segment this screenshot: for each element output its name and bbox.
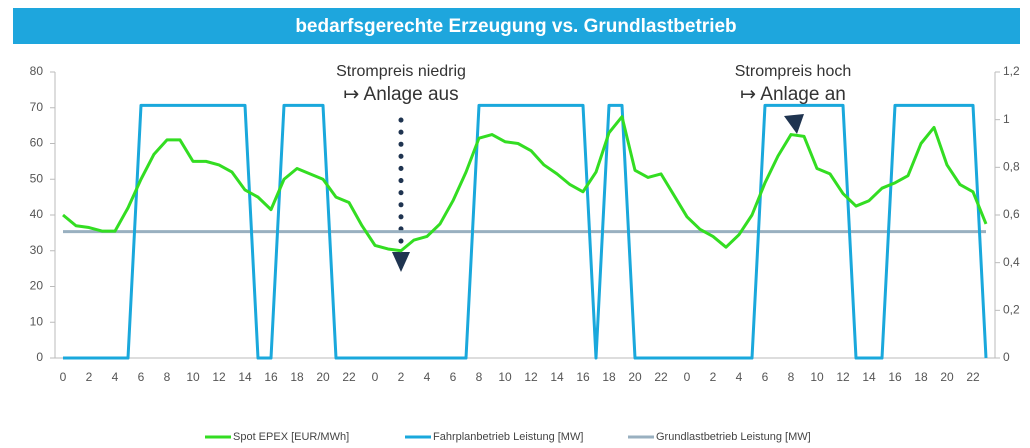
x-tick-label: 10 (186, 370, 200, 384)
legend-label: Spot EPEX [EUR/MWh] (233, 431, 349, 443)
x-tick-label: 20 (316, 370, 330, 384)
x-tick-label: 22 (342, 370, 356, 384)
arrow-head (784, 114, 804, 134)
x-tick-label: 18 (602, 370, 616, 384)
x-tick-label: 10 (498, 370, 512, 384)
y2-tick-label: 0,2 (1003, 303, 1020, 317)
y-tick-label: 50 (30, 171, 44, 185)
x-tick-label: 2 (398, 370, 405, 384)
x-tick-label: 16 (888, 370, 902, 384)
x-tick-label: 16 (264, 370, 278, 384)
y2-tick-label: 1,2 (1003, 64, 1020, 78)
y-tick-label: 0 (36, 350, 43, 364)
y-tick-label: 70 (30, 100, 44, 114)
x-tick-label: 2 (86, 370, 93, 384)
x-tick-label: 22 (654, 370, 668, 384)
x-tick-label: 4 (112, 370, 119, 384)
y-tick-label: 20 (30, 279, 44, 293)
x-tick-label: 8 (164, 370, 171, 384)
x-tick-label: 22 (966, 370, 980, 384)
y-tick-label: 30 (30, 243, 44, 257)
x-tick-label: 18 (290, 370, 304, 384)
x-tick-label: 8 (788, 370, 795, 384)
x-tick-label: 8 (476, 370, 483, 384)
arrow-head (392, 252, 410, 272)
title-bar (13, 8, 1020, 44)
x-tick-label: 6 (138, 370, 145, 384)
x-tick-label: 0 (684, 370, 691, 384)
x-tick-label: 12 (524, 370, 538, 384)
chart-title: bedarfsgerechte Erzeugung vs. Grundlastb… (295, 16, 736, 37)
annotation: Strompreis niedrig (336, 63, 466, 80)
y-tick-label: 80 (30, 64, 44, 78)
x-tick-label: 0 (372, 370, 379, 384)
x-tick-label: 6 (450, 370, 457, 384)
x-tick-label: 20 (628, 370, 642, 384)
annotation: Strompreis hoch (735, 63, 852, 80)
y2-tick-label: 0,6 (1003, 207, 1020, 221)
x-tick-label: 10 (810, 370, 824, 384)
annotation: ↦ Anlage aus (343, 84, 458, 105)
x-tick-label: 4 (736, 370, 743, 384)
legend-label: Fahrplanbetrieb Leistung [MW] (433, 431, 583, 443)
series-line (62, 115, 988, 253)
x-tick-label: 20 (940, 370, 954, 384)
x-tick-label: 6 (762, 370, 769, 384)
x-tick-label: 18 (914, 370, 928, 384)
x-tick-label: 12 (836, 370, 850, 384)
x-tick-label: 0 (60, 370, 67, 384)
legend-label: Grundlastbetrieb Leistung [MW] (656, 431, 811, 443)
y-tick-label: 60 (30, 136, 44, 150)
x-tick-label: 14 (862, 370, 876, 384)
y2-tick-label: 1 (1003, 112, 1010, 126)
x-tick-label: 16 (576, 370, 590, 384)
x-tick-label: 4 (424, 370, 431, 384)
y2-tick-label: 0,8 (1003, 160, 1020, 174)
y2-tick-label: 0 (1003, 350, 1010, 364)
x-tick-label: 14 (550, 370, 564, 384)
annotation: ↦ Anlage an (740, 84, 846, 105)
series-line (63, 103, 988, 360)
y-tick-label: 10 (30, 314, 44, 328)
y2-tick-label: 0,4 (1003, 255, 1020, 269)
x-tick-label: 14 (238, 370, 252, 384)
y-tick-label: 40 (30, 207, 44, 221)
x-tick-label: 2 (710, 370, 717, 384)
x-tick-label: 12 (212, 370, 226, 384)
